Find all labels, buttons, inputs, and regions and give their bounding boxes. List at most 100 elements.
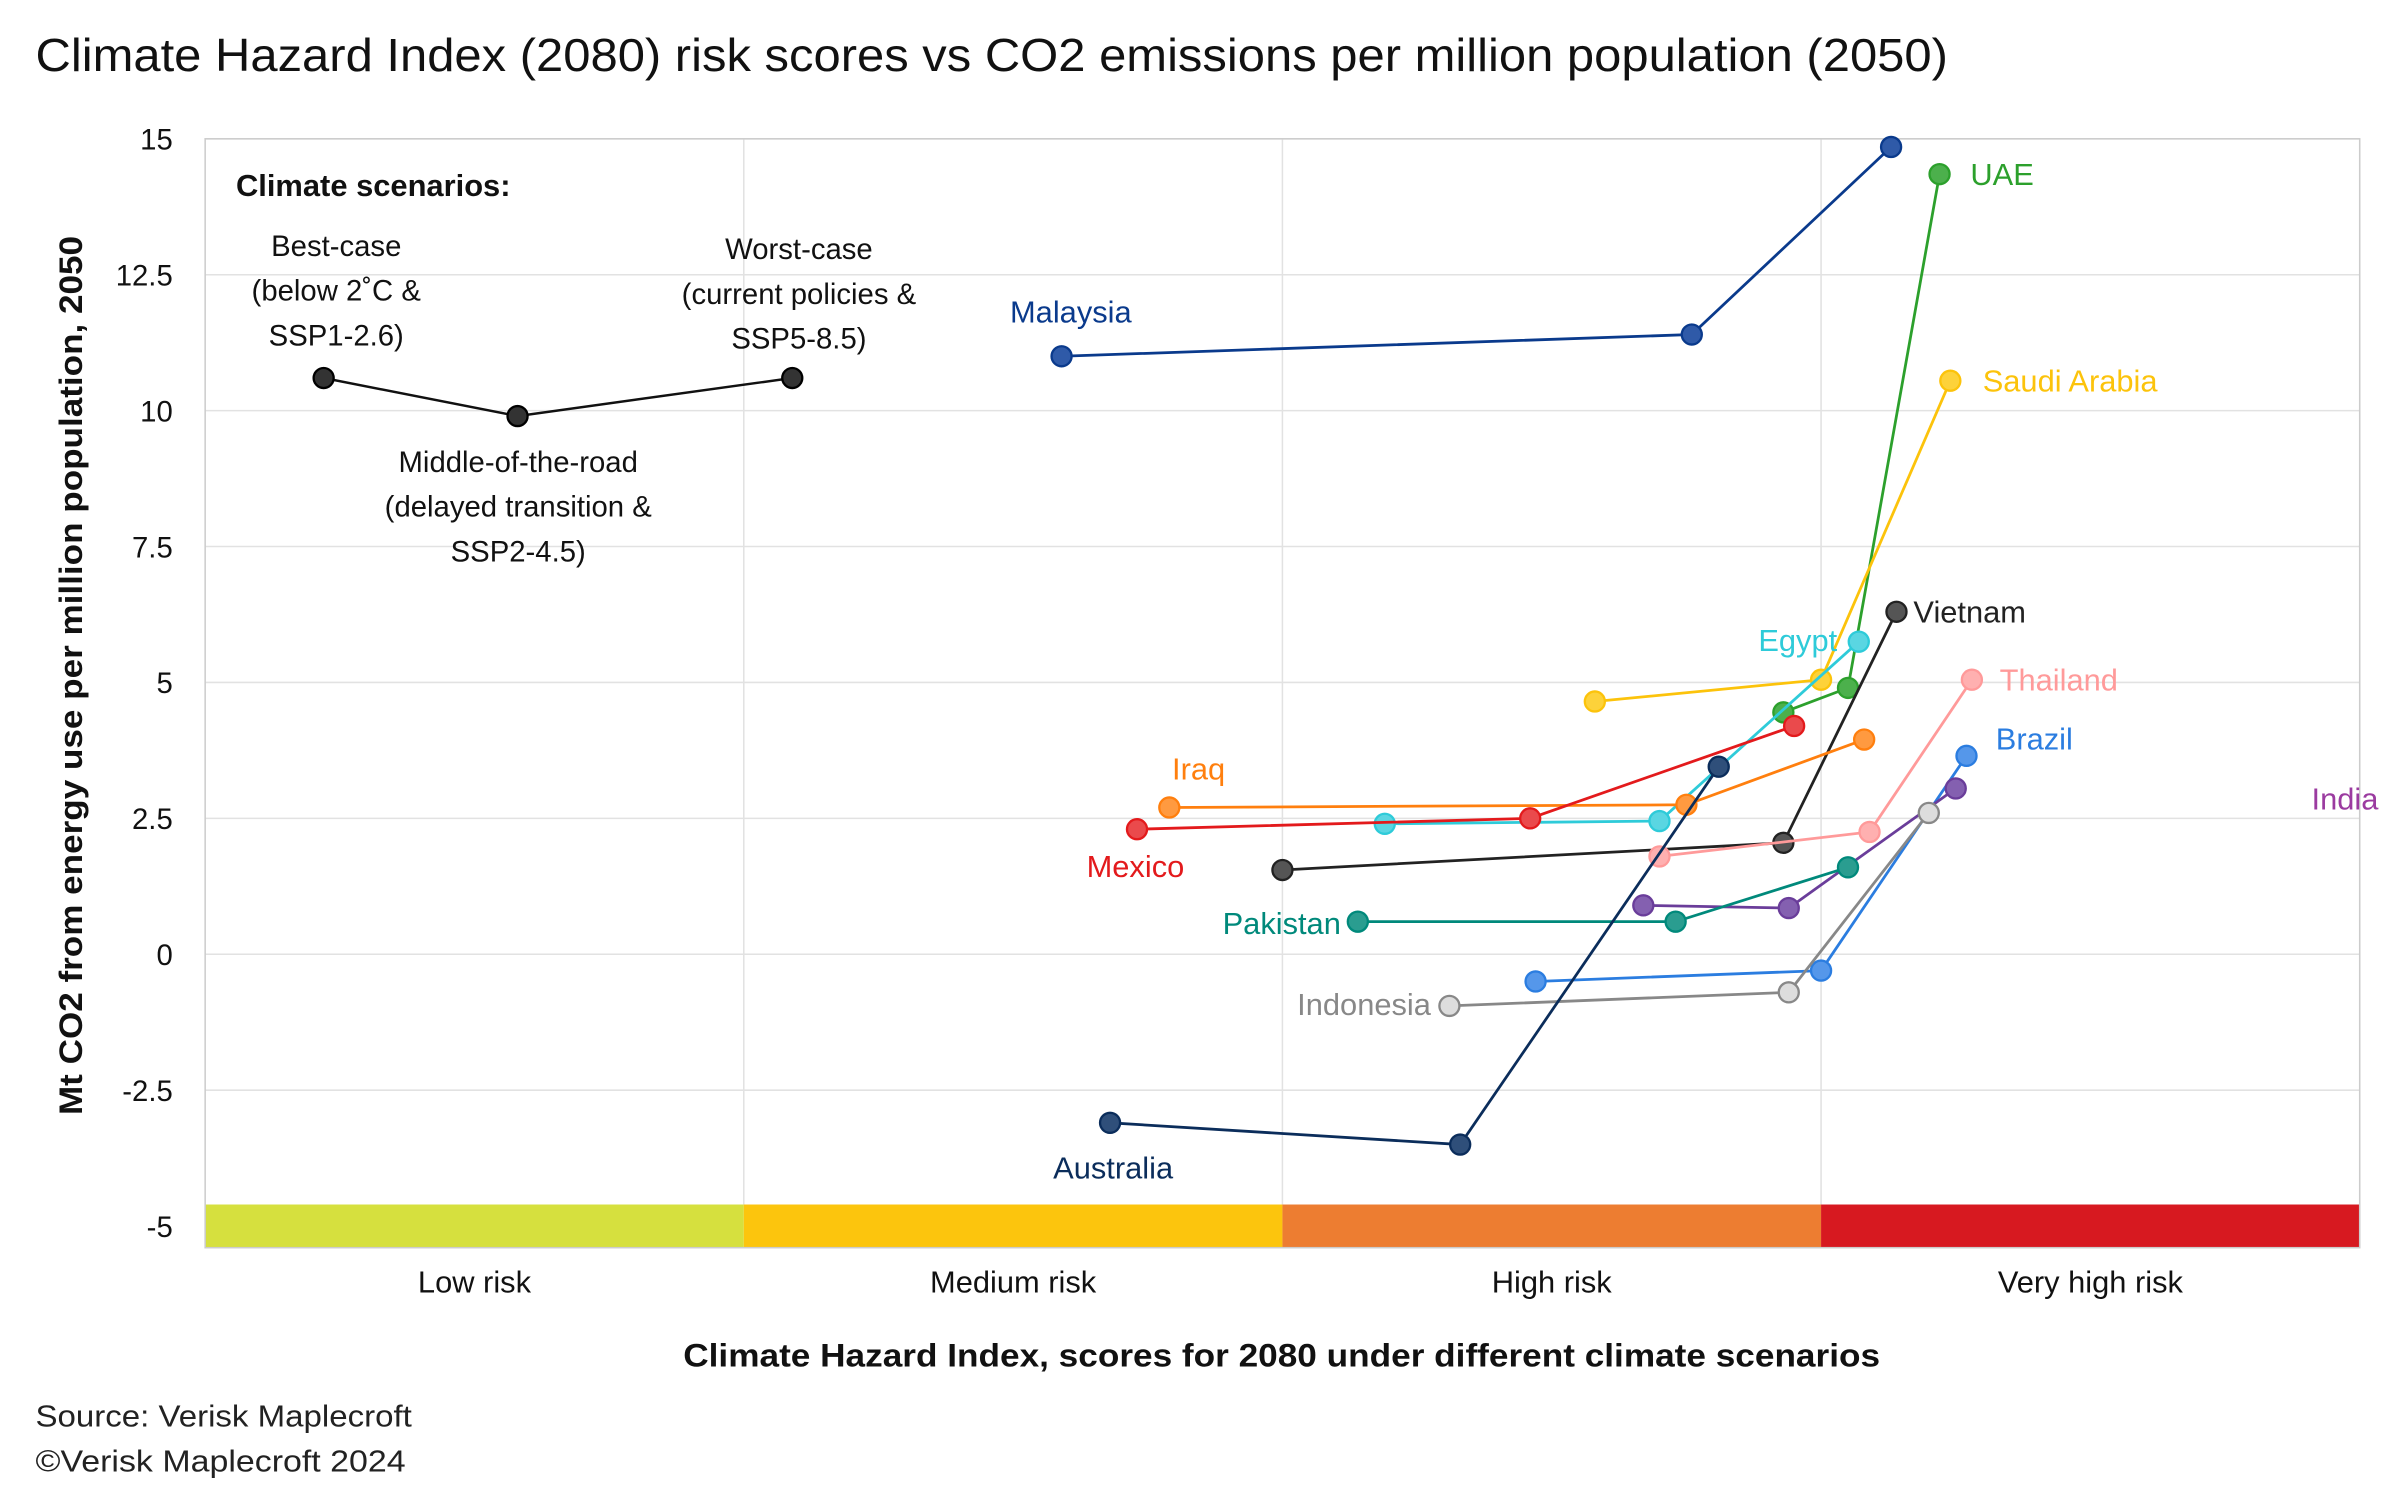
data-point [1847,630,1870,653]
data-point [1960,668,1984,691]
data-point [1879,135,1903,159]
data-point [1939,369,1962,392]
legend-scenario-text: SSP1-2.6) [269,319,404,352]
data-point [1809,668,1833,691]
data-point [1125,818,1149,841]
legend-scenario-text: SSP2-4.5) [451,535,586,568]
series-label: Malaysia [1010,294,1132,329]
series-iraq: Iraq [1158,728,1876,819]
risk-band-1 [743,1204,1283,1248]
series-label: UAE [1970,157,2033,192]
series-australia: Australia [1053,755,1730,1185]
y-tick-label: 5 [156,667,172,700]
series-egypt: Egypt [1373,623,1870,835]
series-uae: UAE [1772,157,2034,724]
y-tick-label: 7.5 [132,531,173,564]
data-point [1519,807,1542,830]
series-label: Indonesia [1297,987,1432,1022]
series-label: Brazil [1996,722,2073,757]
legend-scenario-text: (below 2˚C & [252,275,422,308]
series-label: Australia [1053,1150,1174,1185]
data-point [1777,981,1800,1004]
risk-band-2 [1282,1204,1822,1248]
series-malaysia: Malaysia [1010,135,1903,368]
data-point [1809,959,1833,982]
risk-band-0 [205,1204,744,1248]
risk-bands: Low risk Medium risk High risk Very high ri… [205,1204,2360,1299]
y-tick-label: 15 [140,124,173,157]
plot-frame [204,138,2361,1249]
data-point [1050,345,1073,368]
y-tick-label: 12.5 [116,260,173,293]
series-label: Saudi Arabia [1983,364,2159,399]
legend-scenario-text: Middle-of-the-road [399,446,638,479]
legend-scenario-text: Worst-case [725,233,873,266]
data-point [1955,744,1978,768]
series-line [1659,678,1974,858]
series-brazil: Brazil [1524,722,2073,993]
series-pakistan: Pakistan [1223,856,1860,941]
series-thailand: Thailand [1648,663,2118,868]
series-label: Pakistan [1223,906,1341,941]
legend-scenario-text: (current policies & [682,278,917,311]
y-tick-labels: 15 12.5 10 7.5 5 2.5 0 -2.5 -5 [116,124,173,1244]
series-label: Mexico [1087,849,1185,884]
data-point [1707,755,1730,778]
data-point [1648,809,1671,833]
data-point [1448,1133,1472,1156]
data-point [1782,714,1806,738]
data-point [1852,728,1876,751]
series-label: Iraq [1172,752,1225,787]
data-point [1858,820,1881,844]
legend-scenario-text: Best-case [271,230,401,263]
series-layer: Malaysia UAE Saudi Arabia Egypt Vietnam Thail… [1010,135,2380,1185]
y-axis-title: Mt CO2 from energy use per million popul… [53,236,89,1115]
data-point [1158,796,1181,819]
data-point [1098,1111,1122,1134]
data-point [1777,896,1800,920]
legend-point [312,366,335,390]
data-point [1346,910,1370,933]
data-point [1885,600,1908,623]
risk-band-label: Low risk [418,1264,532,1299]
data-point [1917,801,1940,825]
series-line [1061,145,1893,358]
legend-scenario-text: (delayed transition & [385,491,653,524]
legend-point [506,404,529,428]
legend-heading: Climate scenarios: [236,168,511,203]
risk-band-3 [1821,1204,2360,1248]
risk-band-label: Medium risk [930,1264,1097,1299]
data-point [1944,777,1967,800]
data-point [1583,690,1607,713]
series-line [1169,738,1865,809]
data-point [1928,162,1951,186]
series-label: Egypt [1758,623,1837,658]
x-axis-title: Climate Hazard Index, scores for 2080 un… [683,1337,1880,1373]
data-point [1664,910,1687,933]
series-label: India [2312,781,2380,816]
data-point [1524,970,1547,993]
data-point [1836,856,1860,879]
series-indonesia: Indonesia [1297,801,1940,1022]
y-tick-label: -5 [147,1211,173,1244]
legend-scenario-text: SSP5-8.5) [731,323,866,356]
data-point [1271,858,1294,882]
risk-band-label: High risk [1492,1264,1612,1299]
chart-title: Climate Hazard Index (2080) risk scores … [36,29,1948,81]
data-point [1632,894,1655,917]
source-note: Source: Verisk Maplecroft [36,1399,413,1434]
series-line [1535,755,1968,983]
series-india: India [1632,777,2380,920]
series-label: Thailand [2000,663,2118,698]
legend-point [781,366,804,390]
series-saudi-arabia: Saudi Arabia [1583,364,2159,713]
y-tick-label: -2.5 [122,1075,172,1108]
data-point [1680,323,1703,346]
y-tick-label: 0 [156,939,172,972]
series-mexico: Mexico [1087,714,1806,884]
y-tick-label: 2.5 [132,803,173,836]
risk-band-label: Very high risk [1998,1264,2184,1299]
scenario-legend: Climate scenarios: Best-case (below 2˚C &… [236,168,917,569]
data-point [1438,994,1461,1018]
